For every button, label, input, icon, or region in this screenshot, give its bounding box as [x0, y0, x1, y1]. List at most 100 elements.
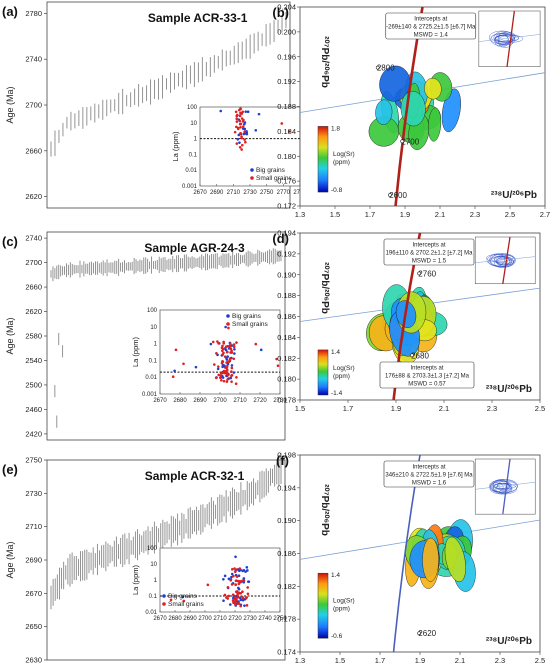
inset-y-axis-label: La (ppm): [131, 336, 140, 367]
small-grain-point: [217, 365, 220, 368]
x-axis-label: ²³⁸U/²⁰⁶Pb: [486, 384, 532, 395]
small-grain-point: [276, 364, 280, 368]
small-grain-point: [241, 110, 245, 114]
mini-ellipse: [489, 483, 518, 495]
y-tick-label: 2700: [25, 258, 42, 267]
inset-x-tick-label: 2690: [193, 398, 207, 404]
inset-x-tick-label: 2670: [153, 398, 167, 404]
inset-x-tick-label: 2690: [183, 616, 197, 622]
small-grain-point: [230, 351, 234, 354]
concordia-age-marker: [417, 631, 422, 636]
colorbar-max-label: 1.8: [331, 125, 340, 132]
y-axis-label: Age (Ma): [5, 317, 15, 354]
big-grain-point: [239, 598, 243, 602]
small-grain-point: [234, 583, 238, 586]
small-grain-point: [217, 373, 220, 377]
small-grain-point: [225, 361, 228, 364]
intercepts-text: MSWD = 1.4: [414, 33, 449, 39]
mini-concordia: [502, 458, 511, 515]
inset-plot: 2670 2680 2690 2700 2710 2720 2730 2740 2750 100 1…: [131, 546, 287, 622]
panel-label: (e): [2, 462, 18, 477]
panel-c: 2420 2460 2500 2540 2580 2620 2660 2700 2740 Age …: [2, 231, 287, 441]
y-tick-label: 2750: [25, 456, 42, 465]
small-grain-point: [233, 570, 237, 574]
big-grain-point: [242, 122, 246, 126]
y-tick-label: 2420: [25, 429, 42, 438]
concordia-age-label: 2620: [418, 629, 436, 638]
small-grain-point: [225, 350, 229, 354]
small-grain-point: [230, 380, 233, 383]
panel-b: 1.3 1.5 1.7 1.9 2.1 2.3 2.5 2.7 0.172 0.176 0.180 0…: [272, 3, 550, 220]
small-grain-point: [174, 348, 178, 352]
big-grain-point: [241, 598, 245, 602]
big-grain-point: [181, 595, 185, 599]
y-tick-label: 2460: [25, 405, 42, 414]
y-tick-label: 2700: [25, 101, 42, 110]
inset-x-tick-label: 2740: [258, 616, 272, 622]
intercepts-box-2: [379, 361, 475, 389]
concordia-age-marker: [375, 65, 380, 70]
colorbar-unit: (ppm): [333, 605, 350, 612]
inset-x-tick-label: 2710: [227, 190, 241, 196]
big-grain-point: [223, 364, 226, 367]
legend-label-small: Small grains: [232, 321, 269, 328]
x-tick-label: 2.1: [455, 656, 465, 665]
small-grain-point: [254, 342, 258, 346]
legend-label-big: Big grains: [232, 313, 262, 320]
inset-y-tick-label: 0.001: [182, 184, 198, 190]
small-grain-point: [234, 382, 238, 386]
legend-label-big: Big grains: [168, 593, 198, 600]
small-grain-point: [221, 344, 224, 348]
panel-a: 2620 2660 2700 2740 2780 Age (Ma) (a) Sample AC…: [2, 1, 307, 209]
data-ellipse: [424, 77, 442, 100]
y-tick-label: 0.190: [277, 270, 296, 279]
small-grain-point: [233, 567, 236, 570]
colorbar-unit: (ppm): [333, 373, 350, 380]
colorbar: [317, 349, 329, 396]
small-grain-point: [229, 347, 233, 351]
small-grain-point: [241, 125, 245, 129]
small-grain-point: [241, 596, 245, 599]
big-grain-point: [227, 577, 231, 581]
small-grain-point: [220, 361, 224, 365]
intercepts-text: Intercepts at: [414, 17, 447, 23]
legend-marker-small: [250, 176, 254, 180]
inset-y-tick-label: 0.1: [149, 594, 158, 600]
small-grain-point: [237, 602, 241, 605]
legend-label-small: Small grains: [168, 601, 205, 608]
small-grain-point: [169, 598, 173, 602]
small-grain-point: [226, 378, 229, 381]
mini-inset: [478, 10, 541, 67]
x-tick-label: 2.5: [535, 656, 545, 665]
y-tick-label: 2740: [25, 234, 42, 243]
y-tick-label: 2580: [25, 332, 42, 341]
small-grain-point: [235, 117, 239, 121]
big-grain-point: [233, 352, 236, 355]
concordia-age-marker: [400, 139, 405, 144]
inset-y-tick-label: 0.01: [185, 168, 197, 174]
big-grain-point: [246, 110, 250, 114]
y-tick-label: 2690: [25, 556, 42, 565]
small-grain-point: [217, 342, 220, 345]
big-grain-point: [230, 575, 233, 579]
y-tick-label: 0.192: [277, 77, 296, 86]
small-grain-point: [229, 579, 232, 582]
concordia-age-marker: [410, 353, 414, 358]
x-tick-label: 1.7: [375, 656, 385, 665]
y-tick-label: 0.178: [277, 396, 296, 405]
big-grain-point: [244, 110, 248, 113]
inset-y-axis-label: La (ppm): [171, 131, 180, 162]
small-grain-point: [228, 345, 232, 348]
mini-ellipse: [491, 481, 517, 490]
intercepts-box: [383, 460, 475, 488]
small-grain-point: [235, 568, 238, 571]
mini-inset: [474, 236, 536, 285]
legend-label-small: Small grains: [256, 175, 293, 182]
small-grain-point: [230, 366, 234, 370]
small-grain-point: [232, 345, 236, 349]
colorbar-min-label: -1.4: [331, 390, 343, 397]
colorbar-min-label: -0.6: [331, 633, 343, 640]
y-axis-label: Age (Ma): [5, 541, 15, 578]
big-grain-point: [242, 132, 246, 136]
